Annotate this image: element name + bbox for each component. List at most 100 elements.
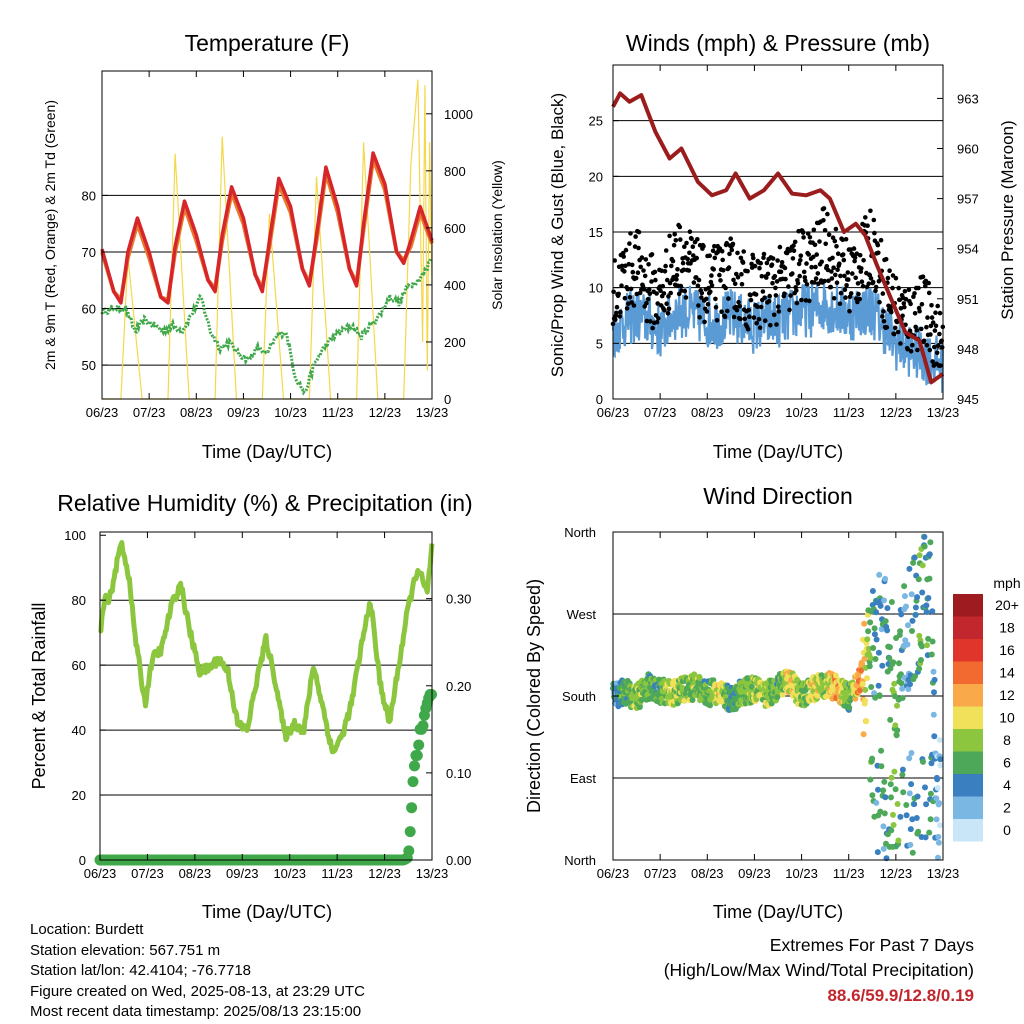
gust-point xyxy=(753,292,759,297)
direction-point xyxy=(935,833,942,840)
gust-point xyxy=(795,281,801,286)
gust-point xyxy=(696,303,701,308)
legend-label: 12 xyxy=(999,687,1015,703)
direction-point xyxy=(935,839,942,846)
y-right-tick-label: 0.20 xyxy=(446,679,471,694)
x-tick-label: 12/23 xyxy=(369,405,402,420)
direction-point xyxy=(937,756,944,763)
gust-point xyxy=(768,322,773,328)
gust-point xyxy=(837,261,842,267)
humidity-title: Relative Humidity (%) & Precipitation (i… xyxy=(57,490,472,516)
gust-point xyxy=(612,258,617,263)
gust-point xyxy=(663,248,669,253)
x-tick-label: 10/23 xyxy=(274,405,307,420)
gust-point xyxy=(880,314,885,319)
gust-point xyxy=(919,302,925,307)
gust-point xyxy=(677,224,683,230)
gust-point xyxy=(846,277,851,282)
gust-point xyxy=(857,296,862,302)
x-tick-label: 09/23 xyxy=(738,866,771,881)
gust-point xyxy=(863,215,868,220)
gust-point xyxy=(675,267,680,272)
direction-point xyxy=(876,571,883,578)
gust-point xyxy=(813,264,818,270)
x-tick-label: 09/23 xyxy=(227,405,260,420)
direction-point xyxy=(896,660,902,667)
gust-point xyxy=(682,244,687,249)
direction-point xyxy=(865,628,872,635)
direction-point xyxy=(934,776,941,783)
gust-point xyxy=(724,240,729,246)
gust-point xyxy=(833,272,838,278)
direction-point xyxy=(877,602,884,609)
precip-point xyxy=(403,845,415,857)
gust-point xyxy=(855,281,861,286)
x-tick-label: 08/23 xyxy=(691,866,724,881)
precip-point xyxy=(406,802,418,814)
gust-point xyxy=(843,295,848,300)
gust-point xyxy=(726,265,732,270)
direction-point xyxy=(871,625,878,632)
gust-point xyxy=(903,296,909,302)
y-tick-label: East xyxy=(570,771,596,786)
gust-point xyxy=(687,250,692,256)
temperature-ylabel: 2m & 9m T (Red, Orange) & 2m Td (Green) xyxy=(42,100,58,370)
direction-point xyxy=(916,665,923,672)
x-tick-label: 13/23 xyxy=(416,405,449,420)
gust-point xyxy=(628,286,634,292)
gust-point xyxy=(932,328,938,333)
winds-xlabel: Time (Day/UTC) xyxy=(713,442,843,462)
direction-point xyxy=(880,845,887,852)
humidity-ylabel: Percent & Total Rainfall xyxy=(29,603,49,790)
direction-point xyxy=(861,620,868,627)
x-tick-label: 12/23 xyxy=(880,405,913,420)
gust-point xyxy=(851,246,857,251)
gust-point xyxy=(756,316,762,322)
gust-point xyxy=(811,227,817,233)
gust-point xyxy=(764,275,769,280)
gust-point xyxy=(751,315,757,320)
gust-point xyxy=(889,309,894,315)
gust-point xyxy=(842,287,848,293)
gust-point xyxy=(774,279,780,284)
gust-point xyxy=(704,309,710,314)
y-right-tick-label: 945 xyxy=(957,392,979,407)
gust-point xyxy=(910,342,915,348)
gust-point xyxy=(807,298,812,304)
direction-point xyxy=(893,732,900,739)
direction-point xyxy=(880,787,887,794)
gust-point xyxy=(645,296,651,302)
gust-point xyxy=(895,329,901,335)
gust-point xyxy=(812,242,818,248)
gust-point xyxy=(695,237,700,242)
direction-point xyxy=(892,722,899,729)
x-tick-label: 07/23 xyxy=(644,866,677,881)
direction-point xyxy=(905,622,911,629)
x-tick-label: 06/23 xyxy=(84,866,117,881)
gust-point xyxy=(775,258,780,263)
gust-point xyxy=(673,238,679,243)
gust-point xyxy=(678,237,683,242)
gust-point xyxy=(671,242,677,248)
gust-point xyxy=(852,255,858,260)
gust-point xyxy=(769,262,775,268)
temperature-x-ticks: 06/23 07/23 08/23 09/23 10/23 11/23 12/23 13/23 xyxy=(86,71,449,420)
direction-panel: Wind Direction North East South West North 0… xyxy=(524,483,1021,922)
gust-point xyxy=(712,255,718,261)
direction-point xyxy=(872,656,879,662)
direction-point xyxy=(884,627,891,634)
gust-point xyxy=(704,296,709,302)
gust-point xyxy=(761,251,767,257)
direction-x-ticks: 06/23 07/23 08/23 09/23 10/23 11/23 12/23 13/23 xyxy=(597,532,959,881)
series-wind-speed xyxy=(611,282,944,393)
gust-point xyxy=(761,255,766,260)
direction-point xyxy=(875,649,882,656)
station-info: Location: Burdett Station elevation: 567… xyxy=(30,920,365,1023)
gust-point xyxy=(924,324,929,330)
gust-point xyxy=(840,237,845,243)
gust-point xyxy=(828,284,834,290)
y-tick-label: 0 xyxy=(79,853,86,868)
gust-point xyxy=(691,280,697,285)
direction-point xyxy=(929,638,936,645)
gust-point xyxy=(905,346,910,352)
